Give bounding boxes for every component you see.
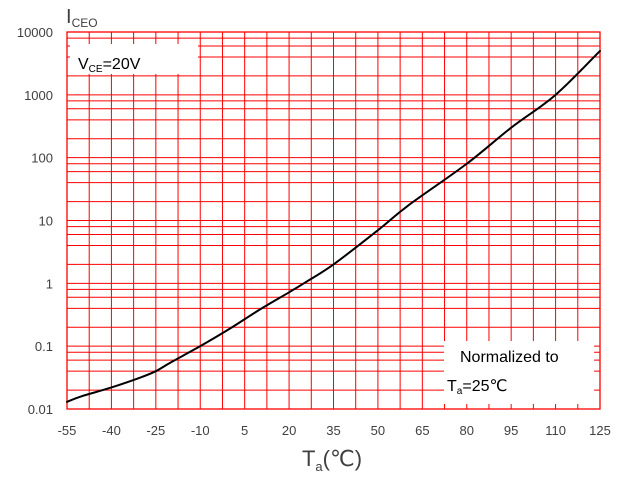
plot-frame <box>66 31 601 410</box>
y-axis-label-sub: CEO <box>72 16 98 30</box>
x-tick-label: 65 <box>415 423 429 438</box>
condition-rest: =20V <box>103 56 141 73</box>
x-tick-labels: -55 -40 -25 -10 5 20 35 50 65 80 95 110 125 <box>58 423 611 438</box>
y-tick-label: 0.1 <box>35 339 53 354</box>
x-axis-label-sub: a <box>315 459 323 474</box>
x-axis-label: Ta(℃) <box>302 446 362 474</box>
condition-main: V <box>78 56 89 73</box>
x-axis-label-main: T <box>302 446 315 471</box>
x-tick-label: 5 <box>241 423 248 438</box>
condition-sub: CE <box>89 64 103 75</box>
y-tick-label: 1000 <box>24 88 53 103</box>
y-tick-labels: 0.01 0.1 1 10 100 1000 10000 <box>17 25 53 417</box>
x-tick-label: 35 <box>326 423 340 438</box>
x-tick-label: -55 <box>58 423 77 438</box>
y-tick-label: 10000 <box>17 25 53 40</box>
x-tick-label: 95 <box>504 423 518 438</box>
normalized-line1: Normalized to <box>460 349 559 366</box>
x-axis-label-unit: (℃) <box>323 446 362 471</box>
iceo-curve <box>66 49 601 403</box>
y-tick-label: 100 <box>31 151 53 166</box>
normalized-sub: a <box>457 386 463 397</box>
x-tick-label: -10 <box>191 423 210 438</box>
x-tick-label: -25 <box>146 423 165 438</box>
x-tick-label: 125 <box>589 423 611 438</box>
x-tick-label: 20 <box>282 423 296 438</box>
curve-layer <box>66 49 601 403</box>
normalized-box <box>444 341 594 404</box>
normalized-main: T <box>447 378 457 395</box>
y-tick-label: 0.01 <box>28 402 53 417</box>
y-tick-label: 1 <box>46 276 53 291</box>
y-axis-label: ICEO <box>66 6 98 30</box>
condition-box <box>70 44 198 74</box>
condition-label: VCE=20V <box>78 56 141 75</box>
normalized-line2: Ta=25℃ <box>447 378 507 397</box>
x-tick-label: 50 <box>371 423 385 438</box>
y-axis-label-main: I <box>66 6 72 28</box>
y-tick-label: 10 <box>39 214 53 229</box>
x-tick-label: 110 <box>545 423 566 438</box>
x-tick-label: -40 <box>102 423 121 438</box>
normalized-rest: =25℃ <box>462 378 507 395</box>
x-tick-label: 80 <box>460 423 474 438</box>
